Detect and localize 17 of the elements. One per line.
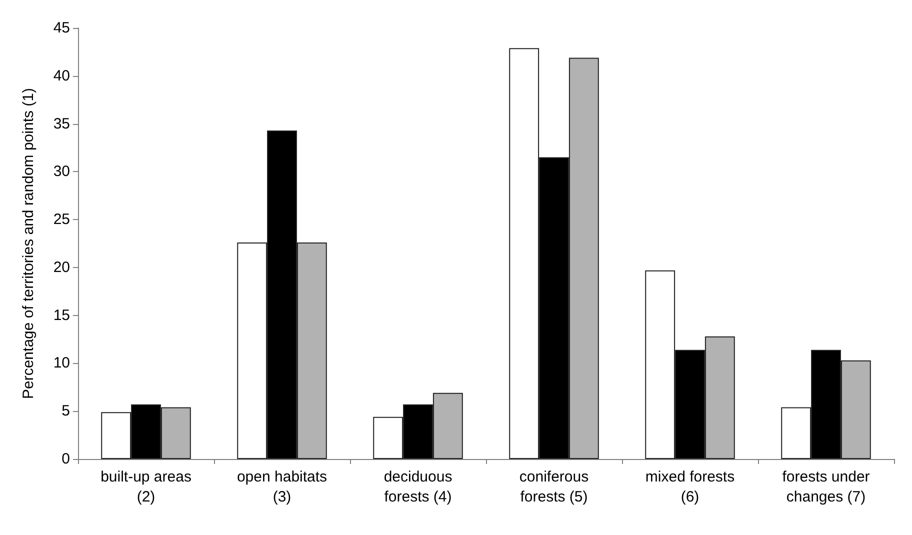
y-tick-label: 20 bbox=[53, 258, 70, 276]
y-tick-label: 40 bbox=[53, 67, 70, 84]
x-tick-label: mixed forests (6) bbox=[645, 468, 735, 506]
y-tick-label: 5 bbox=[62, 402, 70, 420]
y-tick-label: 0 bbox=[62, 450, 70, 468]
x-tick-label: coniferous forests (5) bbox=[519, 468, 589, 506]
y-tick-label: 45 bbox=[53, 20, 70, 36]
x-tick-label: open habitats (3) bbox=[236, 468, 328, 506]
y-tick-label: 25 bbox=[53, 211, 70, 228]
y-tick-label: 35 bbox=[53, 115, 70, 132]
x-tick-label: deciduous forests (4) bbox=[384, 468, 452, 506]
y-axis-title: Percentage of territories and random points (1) bbox=[20, 88, 37, 399]
x-tick-label: forests under changes (7) bbox=[782, 468, 870, 506]
x-tick-label: built-up areas (2) bbox=[100, 468, 192, 506]
y-tick-label: 10 bbox=[53, 354, 70, 372]
y-tick-label: 30 bbox=[53, 163, 70, 180]
y-tick-label: 15 bbox=[53, 306, 70, 324]
